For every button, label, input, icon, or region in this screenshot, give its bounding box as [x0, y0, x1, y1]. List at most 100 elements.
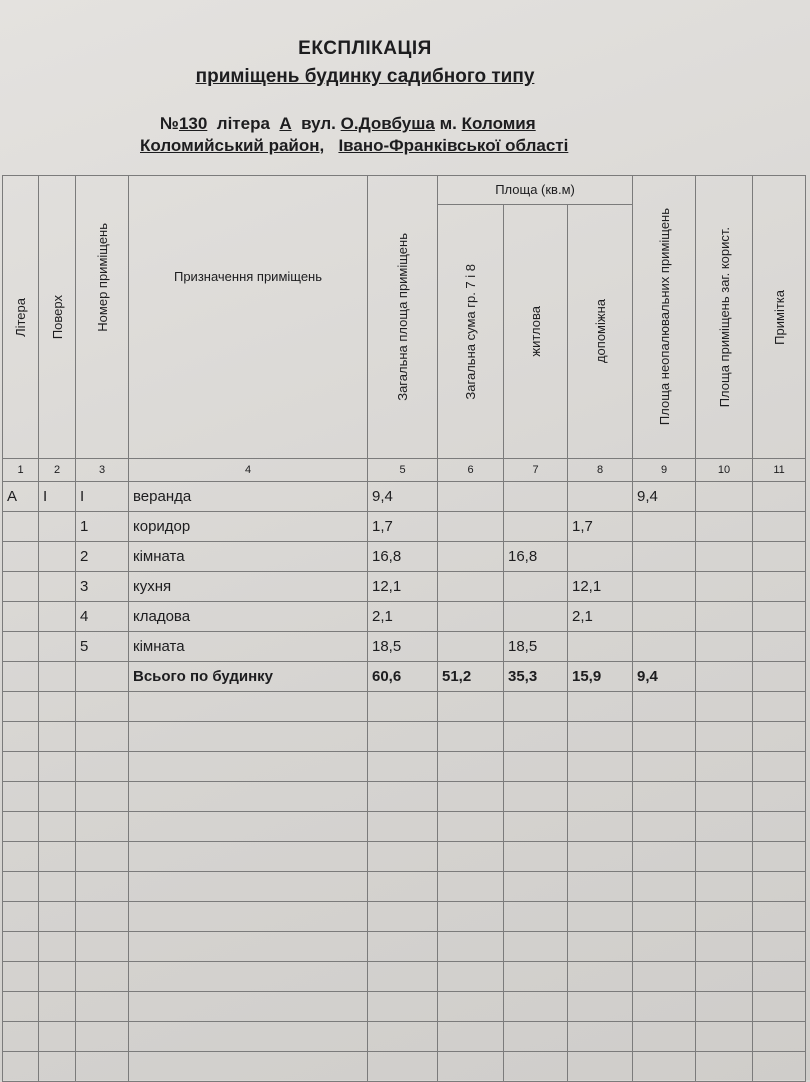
table-cell: [128, 781, 368, 812]
table-cell: [128, 841, 368, 872]
table-cell: [128, 991, 368, 1022]
table-cell: [632, 961, 697, 992]
empty-row: [2, 1051, 807, 1082]
subtitle-text: приміщень будинку садибного типу: [195, 66, 535, 87]
col-header-common-area: Площа приміщень заг. корист.: [695, 175, 754, 459]
table-cell: [752, 721, 807, 752]
table-cell: [75, 1051, 129, 1082]
table-cell: [695, 991, 754, 1022]
table-cell: [752, 691, 807, 722]
table-cell: [752, 541, 807, 572]
table-cell: веранда: [128, 481, 368, 512]
table-cell: Всього по будинку: [128, 661, 368, 692]
table-cell: [437, 901, 504, 932]
table-cell: [2, 961, 39, 992]
table-cell: [695, 961, 754, 992]
table-cell: [75, 691, 129, 722]
table-cell: [437, 721, 504, 752]
table-cell: [437, 931, 504, 962]
table-cell: 2: [75, 541, 129, 572]
empty-row: [2, 961, 807, 992]
table-cell: [38, 511, 76, 542]
table-cell: кімната: [128, 631, 368, 662]
table-cell: кухня: [128, 571, 368, 602]
table-cell: [75, 661, 129, 692]
group-header-area: Площа (кв.м): [436, 175, 634, 205]
table-cell: [75, 1021, 129, 1052]
table-cell: 51,2: [437, 661, 504, 692]
table-cell: [752, 661, 807, 692]
table-cell: [367, 1021, 438, 1052]
table-cell: [38, 901, 76, 932]
table-cell: [503, 841, 568, 872]
table-cell: [367, 781, 438, 812]
table-cell: [437, 481, 504, 512]
table-cell: [503, 481, 568, 512]
table-cell: [503, 931, 568, 962]
empty-row: [2, 931, 807, 962]
table-cell: I: [75, 481, 129, 512]
table-cell: [437, 991, 504, 1022]
table-cell: [2, 1021, 39, 1052]
table-cell: [437, 691, 504, 722]
table-cell: [128, 691, 368, 722]
address-line-2: Коломийський район, Івано-Франківської о…: [140, 136, 569, 155]
table-cell: [503, 691, 568, 722]
table-cell: кімната: [128, 541, 368, 572]
table-cell: [752, 841, 807, 872]
table-cell: [75, 811, 129, 842]
table-cell: [695, 721, 754, 752]
table-cell: [38, 1051, 76, 1082]
table-cell: [367, 901, 438, 932]
empty-row: [2, 991, 807, 1022]
table-cell: [632, 1051, 697, 1082]
table-cell: [38, 961, 76, 992]
table-cell: [75, 901, 129, 932]
table-cell: [632, 541, 697, 572]
total-row: Всього по будинку 60,6 51,2 35,3 15,9 9,4: [2, 661, 807, 692]
col-header-total-area: Загальна площа приміщень: [367, 175, 438, 459]
table-cell: [566, 781, 634, 812]
table-cell: [38, 1021, 76, 1052]
col-header-litera: Літера: [2, 175, 39, 459]
table-cell: [2, 991, 39, 1022]
table-cell: [632, 601, 697, 632]
table-cell: 60,6: [367, 661, 438, 692]
table-cell: [566, 481, 634, 512]
table-cell: [632, 871, 697, 902]
table-cell: [2, 931, 39, 962]
table-cell: 3: [75, 458, 129, 482]
table-cell: [2, 661, 39, 692]
table-cell: [566, 541, 634, 572]
col-header-room-number: Номер приміщень: [75, 175, 129, 459]
table-cell: [367, 871, 438, 902]
explication-table: Літера Поверх Номер приміщень Призначенн…: [2, 175, 807, 1082]
empty-row: [2, 871, 807, 902]
empty-row: [2, 901, 807, 932]
table-cell: 16,8: [503, 541, 568, 572]
table-cell: 8: [566, 458, 634, 482]
table-cell: [367, 1051, 438, 1082]
table-cell: [752, 991, 807, 1022]
table-cell: [566, 931, 634, 962]
table-cell: [566, 811, 634, 842]
table-cell: [632, 901, 697, 932]
table-cell: [75, 871, 129, 902]
table-cell: [38, 871, 76, 902]
table-cell: 12,1: [367, 571, 438, 602]
table-cell: [503, 721, 568, 752]
table-cell: 12,1: [566, 571, 634, 602]
table-cell: 10: [695, 458, 754, 482]
table-cell: [38, 661, 76, 692]
table-cell: 9,4: [367, 481, 438, 512]
table-cell: 6: [437, 458, 504, 482]
table-cell: [752, 571, 807, 602]
table-cell: [503, 991, 568, 1022]
table-cell: [695, 811, 754, 842]
table-cell: [437, 811, 504, 842]
table-cell: [566, 631, 634, 662]
table-cell: 1: [2, 458, 39, 482]
table-cell: [75, 781, 129, 812]
table-cell: [695, 781, 754, 812]
table-cell: 9: [632, 458, 697, 482]
